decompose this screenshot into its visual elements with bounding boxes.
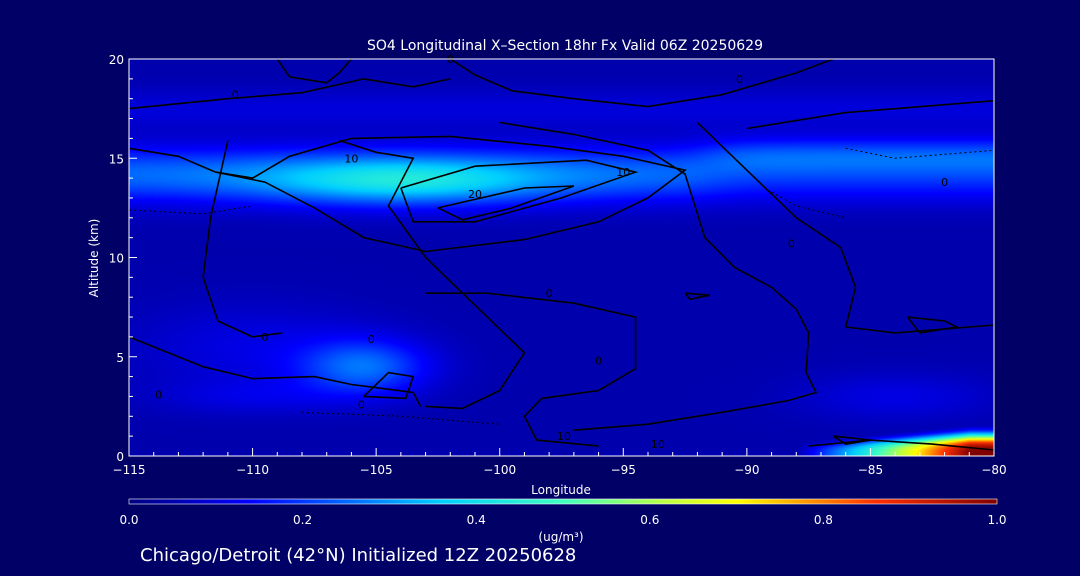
- contour-label: 20: [468, 188, 482, 201]
- contour-label: 0: [941, 176, 948, 189]
- y-tick-label: 10: [109, 252, 124, 266]
- x-tick-label: −85: [858, 463, 883, 477]
- contour-label: 0: [736, 73, 743, 86]
- contour-label: 10: [651, 438, 665, 451]
- contour-line: [437, 185, 575, 221]
- contour-line: [808, 439, 994, 451]
- contour-label: 10: [616, 166, 630, 179]
- contour-line: [276, 59, 352, 84]
- x-tick-label: −115: [113, 463, 146, 477]
- contour-line: [202, 140, 283, 338]
- contour-label: 0: [261, 331, 268, 344]
- colorbar-ticks: 0.0 0.2 0.4 0.6 0.8 1.0: [119, 513, 1006, 527]
- x-axis-label: Longitude: [531, 483, 591, 497]
- contour-label: 0: [232, 89, 239, 102]
- contour-line: [906, 316, 960, 334]
- x-tick-label: −105: [360, 463, 393, 477]
- contour-line: [499, 121, 818, 431]
- contour-line-dotted: [845, 147, 994, 159]
- colorbar-tick-label: 0.6: [640, 513, 659, 527]
- contour-line: [129, 78, 451, 110]
- contour-line-dotted: [301, 411, 500, 425]
- contour-line: [449, 59, 834, 108]
- contour-line: [129, 135, 687, 253]
- contour-label: 0: [155, 388, 162, 401]
- contour-line: [129, 336, 422, 407]
- contour-lines: [129, 59, 994, 451]
- colorbar-tick-label: 0.2: [293, 513, 312, 527]
- x-tick-label: −110: [236, 463, 269, 477]
- x-tick-label: −80: [981, 463, 1006, 477]
- contour-line: [696, 121, 994, 334]
- contour-label: 10: [557, 430, 571, 443]
- colorbar-tick-label: 0.0: [119, 513, 138, 527]
- contour-line: [425, 292, 637, 447]
- contour-line: [363, 371, 415, 400]
- colorbar-unit-label: (ug/m³): [538, 530, 583, 544]
- x-tick-label: −90: [734, 463, 759, 477]
- contour-line: [400, 159, 639, 223]
- contour-label: 0: [358, 398, 365, 411]
- contour-label: 0: [595, 355, 602, 368]
- y-tick-label: 15: [109, 152, 124, 166]
- colorbar: 0.0 0.2 0.4 0.6 0.8 1.0 (ug/m³): [119, 498, 1007, 544]
- x-axis: −115 −110 −105 −100 −95 −90 −85 −80: [113, 448, 1007, 477]
- contour-label: 0: [546, 287, 553, 300]
- colorbar-tick-label: 1.0: [987, 513, 1006, 527]
- contour-label: 0: [788, 238, 795, 251]
- chart-title: SO4 Longitudinal X–Section 18hr Fx Valid…: [367, 38, 763, 54]
- colorbar-tick-label: 0.4: [467, 513, 486, 527]
- contour-line: [684, 292, 710, 301]
- contour-label: 10: [344, 152, 358, 165]
- footer-initialized-text: Chicago/Detroit (42°N) Initialized 12Z 2…: [140, 545, 576, 566]
- colorbar-tick-label: 0.8: [814, 513, 833, 527]
- so4-concentration-field: [129, 59, 994, 456]
- x-tick-label: −95: [611, 463, 636, 477]
- y-tick-label: 0: [116, 450, 124, 464]
- contour-label: 0: [368, 333, 375, 346]
- colorbar-gradient: [129, 499, 997, 504]
- y-tick-label: 5: [116, 351, 124, 365]
- y-axis: 0 5 10 15 20: [109, 53, 137, 464]
- y-axis-label: Altitude (km): [87, 219, 101, 298]
- y-tick-label: 20: [109, 53, 124, 67]
- x-tick-label: −100: [483, 463, 516, 477]
- colorbar-frame: [128, 498, 998, 505]
- contour-line: [746, 99, 994, 130]
